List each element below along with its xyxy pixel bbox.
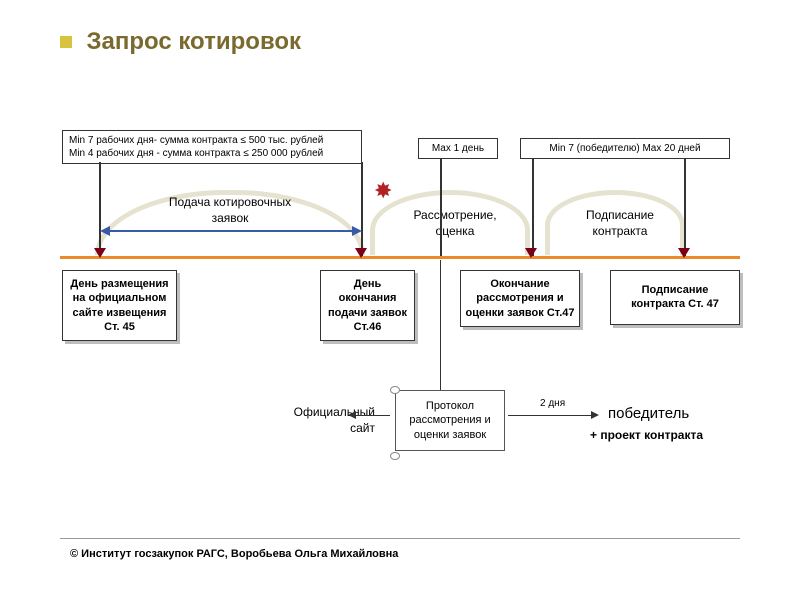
tick-2b [440, 158, 442, 256]
constraint-box-1: Min 7 рабочих дня- сумма контракта ≤ 500… [62, 130, 362, 164]
protocol-connector [440, 260, 441, 390]
left-arrow-head-icon [348, 411, 356, 419]
milestone-4: Подписание контракта Ст. 47 [610, 270, 740, 325]
constraint-box-3: Min 7 (победителю) Max 20 дней [520, 138, 730, 159]
protocol-box: Протокол рассмотрения и оценки заявок [395, 390, 505, 451]
right-arrow-head-icon [591, 411, 599, 419]
milestone-1: День размещения на официальном сайте изв… [62, 270, 177, 341]
tick-4 [684, 158, 686, 256]
days-label: 2 дня [540, 398, 565, 409]
arc-1-label: Подача котировочных заявок [165, 195, 295, 226]
scroll-curl-bottom-icon [390, 452, 400, 460]
title-bullet-icon [60, 36, 72, 48]
official-site-label: Официальный сайт [275, 405, 375, 436]
tick-2 [361, 162, 363, 256]
tick-3 [532, 158, 534, 256]
arc-3-label: Подписание контракта [570, 208, 670, 239]
left-arrow-line [355, 415, 390, 416]
footer-rule [60, 538, 740, 539]
timeline [60, 256, 740, 259]
milestone-3: Окончание рассмотрения и оценки заявок С… [460, 270, 580, 327]
constraint-line-2: Min 4 рабочих дня - сумма контракта ≤ 25… [69, 147, 355, 160]
star-icon: ✸ [374, 178, 392, 204]
winner-sub-label: + проект контракта [590, 428, 703, 442]
blue-arrow-line [108, 230, 354, 232]
page-title-bar: Запрос котировок [60, 28, 301, 56]
scroll-curl-top-icon [390, 386, 400, 394]
marker-3-icon [525, 248, 537, 258]
page-title: Запрос котировок [86, 28, 301, 56]
arc-2-label: Рассмотрение, оценка [400, 208, 510, 239]
milestone-2: День окончания подачи заявок Ст.46 [320, 270, 415, 341]
constraint-line-1: Min 7 рабочих дня- сумма контракта ≤ 500… [69, 134, 355, 147]
marker-1-icon [94, 248, 106, 258]
constraint-box-2: Max 1 день [418, 138, 498, 159]
footer-text: © Институт госзакупок РАГС, Воробьева Ол… [70, 548, 398, 560]
tick-1 [99, 162, 101, 256]
blue-arrow-head-right-icon [352, 226, 362, 236]
marker-2-icon [355, 248, 367, 258]
right-arrow-line [508, 415, 593, 416]
winner-label: победитель [608, 405, 689, 422]
blue-arrow-head-left-icon [100, 226, 110, 236]
marker-4-icon [678, 248, 690, 258]
